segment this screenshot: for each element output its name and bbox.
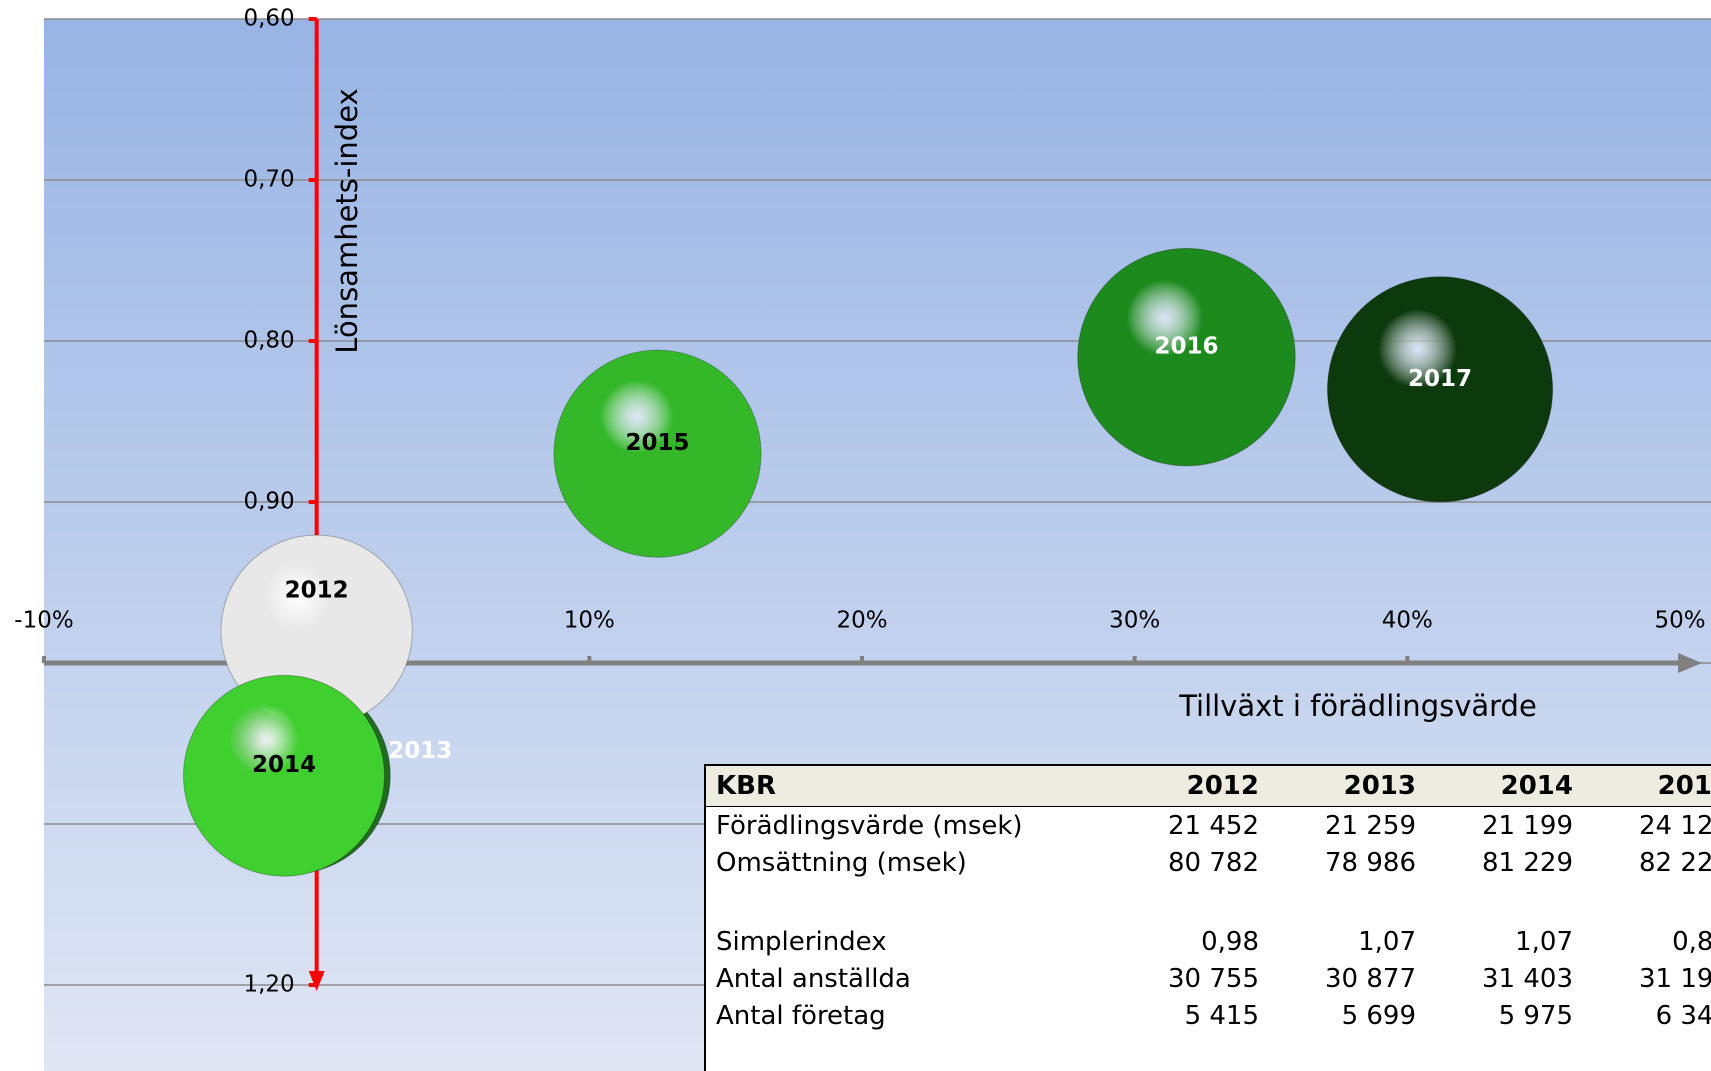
table-cell: 21 199 (1426, 807, 1583, 845)
bubble-label: 2013 (388, 738, 452, 764)
data-table: KBR201220132014201520Förädlingsvärde (ms… (704, 764, 1711, 1071)
page: 0,600,700,800,901,001,101,20-10%0%10%20%… (0, 0, 1711, 1071)
table-cell: 81 229 (1426, 844, 1583, 881)
table-cell: 78 986 (1269, 844, 1426, 881)
bubble-label: 2016 (1154, 334, 1218, 360)
table-cell: 1,07 (1426, 923, 1583, 960)
table-cell: Antal anställda (706, 960, 1112, 997)
y-tick-label: 0,70 (243, 167, 294, 193)
table-cell: 82 220 (1583, 844, 1711, 881)
table-cell: 2015 (1583, 766, 1711, 807)
table-row: KBR201220132014201520 (706, 766, 1711, 807)
table-cell: 21 452 (1112, 807, 1269, 845)
x-axis-title: Tillväxt i förädlingsvärde (1178, 689, 1537, 723)
y-tick-label: 0,80 (243, 328, 294, 354)
table-cell: 2013 (1269, 766, 1426, 807)
y-axis-title: Lönsamhets-index (330, 88, 364, 353)
x-tick-label: 50% (1654, 608, 1705, 634)
x-tick-label: 30% (1109, 608, 1160, 634)
table-cell: 5 415 (1112, 997, 1269, 1034)
table: KBR201220132014201520Förädlingsvärde (ms… (706, 766, 1711, 1034)
table-cell: Förädlingsvärde (msek) (706, 807, 1112, 845)
table-cell: Antal företag (706, 997, 1112, 1034)
bubble-label: 2014 (252, 752, 316, 778)
table-cell: Omsättning (msek) (706, 844, 1112, 881)
table-cell: 24 123 (1583, 807, 1711, 845)
table-cell: 6 344 (1583, 997, 1711, 1034)
x-tick-label: 20% (836, 608, 887, 634)
y-tick-label: 0,90 (243, 489, 294, 515)
table-cell: 5 975 (1426, 997, 1583, 1034)
table-cell: 30 877 (1269, 960, 1426, 997)
x-tick-label: -10% (14, 608, 73, 634)
x-tick-label: 10% (564, 608, 615, 634)
table-cell: 0,98 (1112, 923, 1269, 960)
table-cell: 1,07 (1269, 923, 1426, 960)
table-cell: 5 699 (1269, 997, 1426, 1034)
table-cell: 2014 (1426, 766, 1583, 807)
bubble-label: 2015 (625, 430, 689, 456)
bubble-label: 2012 (285, 577, 349, 603)
table-cell: 31 191 (1583, 960, 1711, 997)
y-tick-label: 1,20 (243, 972, 294, 998)
table-spacer (706, 881, 1711, 923)
table-cell: 30 755 (1112, 960, 1269, 997)
y-tick-label: 0,60 (243, 6, 294, 32)
bubble-label: 2017 (1408, 366, 1472, 392)
table-cell: 80 782 (1112, 844, 1269, 881)
table-cell: 0,87 (1583, 923, 1711, 960)
table-cell: KBR (706, 766, 1112, 807)
table-cell: Simplerindex (706, 923, 1112, 960)
table-cell: 2012 (1112, 766, 1269, 807)
table-cell: 21 259 (1269, 807, 1426, 845)
table-cell: 31 403 (1426, 960, 1583, 997)
x-tick-label: 40% (1382, 608, 1433, 634)
